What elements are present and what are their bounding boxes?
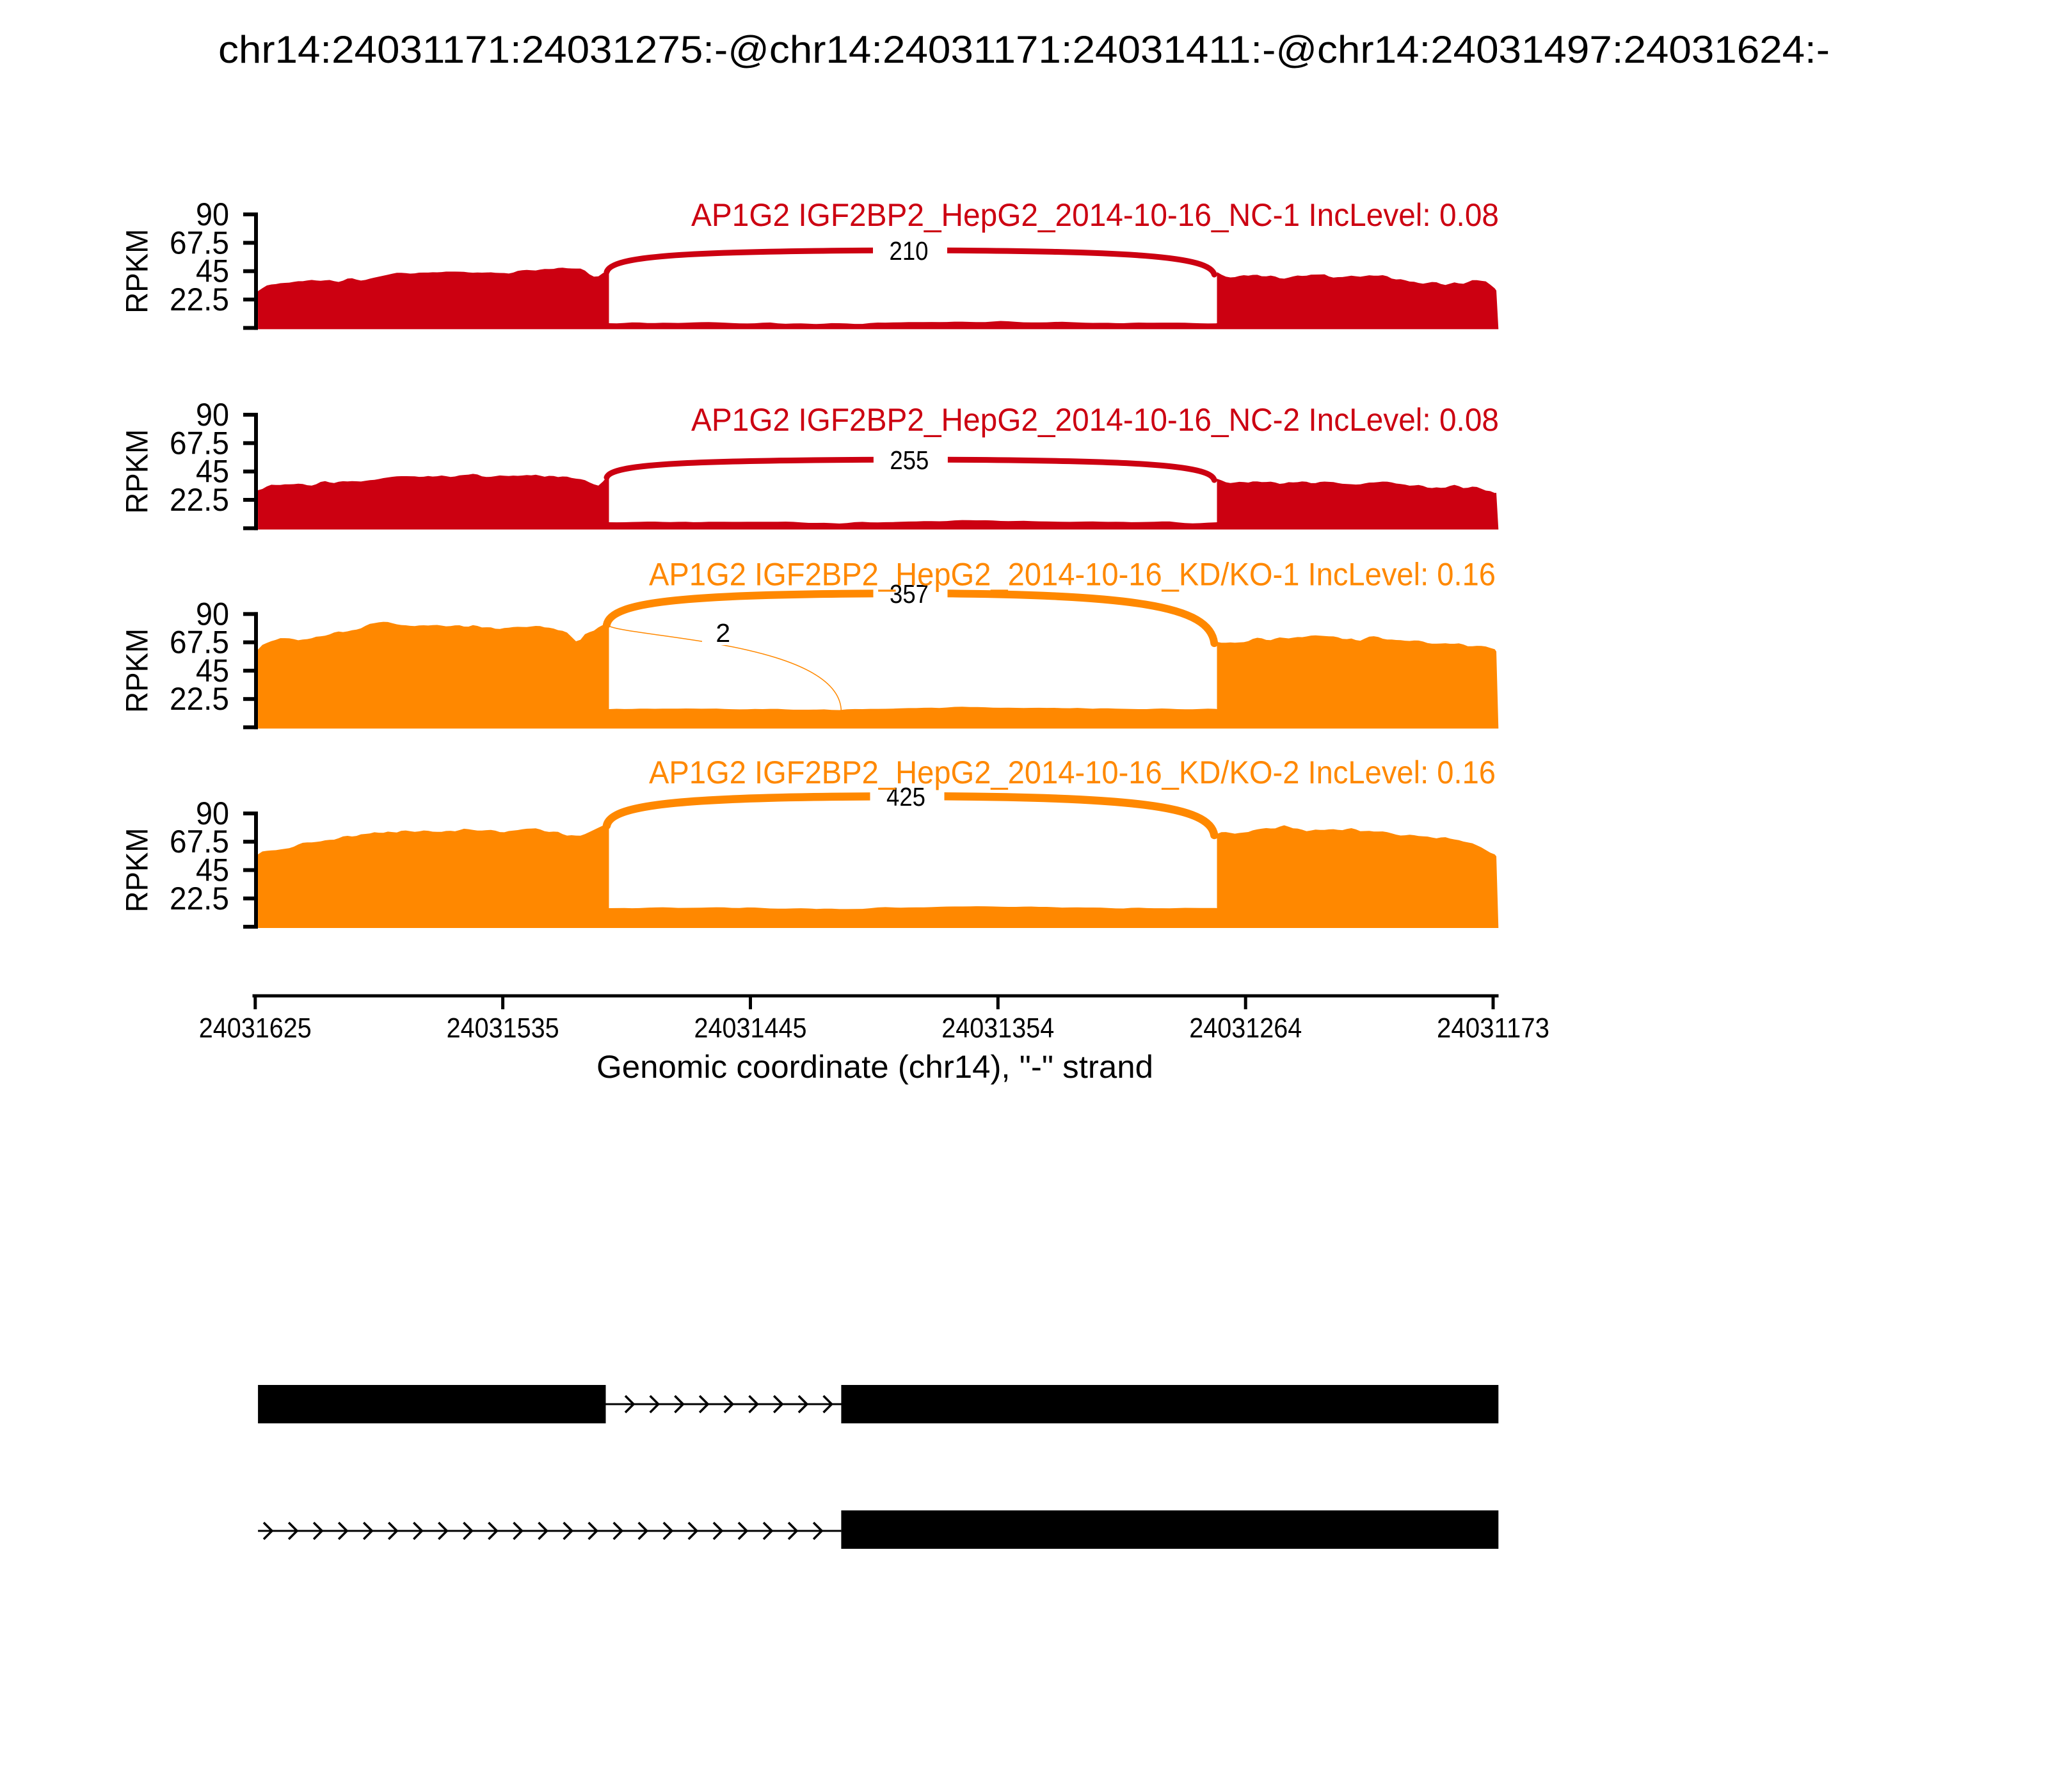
svg-text:AP1G2 IGF2BP2_HepG2_2014-10-16: AP1G2 IGF2BP2_HepG2_2014-10-16_KD/KO-1 I… [649,557,1496,593]
svg-text:24031445: 24031445 [694,1012,807,1044]
svg-text:90: 90 [196,596,229,632]
svg-text:255: 255 [890,445,929,475]
svg-text:24031173: 24031173 [1437,1012,1549,1044]
svg-text:22.5: 22.5 [170,681,229,717]
svg-text:45: 45 [196,653,229,689]
svg-text:RPKM: RPKM [121,229,155,314]
svg-text:RPKM: RPKM [121,628,155,713]
svg-text:24031625: 24031625 [199,1012,312,1044]
svg-text:22.5: 22.5 [170,282,229,317]
svg-text:RPKM: RPKM [121,429,155,514]
svg-text:22.5: 22.5 [170,881,229,916]
svg-text:90: 90 [196,196,229,232]
svg-text:24031264: 24031264 [1189,1012,1302,1044]
svg-text:67.5: 67.5 [170,225,229,260]
svg-text:45: 45 [196,253,229,289]
svg-text:2: 2 [716,618,730,648]
svg-text:357: 357 [890,579,929,609]
svg-text:67.5: 67.5 [170,425,229,461]
svg-text:24031535: 24031535 [447,1012,559,1044]
svg-text:24031354: 24031354 [941,1012,1054,1044]
svg-text:AP1G2 IGF2BP2_HepG2_2014-10-16: AP1G2 IGF2BP2_HepG2_2014-10-16_NC-2 IncL… [691,402,1499,438]
svg-text:AP1G2 IGF2BP2_HepG2_2014-10-16: AP1G2 IGF2BP2_HepG2_2014-10-16_NC-1 IncL… [691,197,1499,233]
svg-text:210: 210 [890,236,929,266]
svg-text:90: 90 [196,397,229,433]
svg-text:chr14:24031171:24031275:-@chr1: chr14:24031171:24031275:-@chr14:24031171… [218,28,1830,71]
svg-text:22.5: 22.5 [170,482,229,518]
svg-text:67.5: 67.5 [170,824,229,860]
svg-text:RPKM: RPKM [121,828,155,913]
svg-text:67.5: 67.5 [170,625,229,660]
svg-text:90: 90 [196,796,229,831]
svg-text:Genomic coordinate (chr14), "-: Genomic coordinate (chr14), "-" strand [596,1049,1153,1085]
svg-text:AP1G2 IGF2BP2_HepG2_2014-10-16: AP1G2 IGF2BP2_HepG2_2014-10-16_KD/KO-2 I… [649,755,1496,790]
svg-text:45: 45 [196,852,229,888]
svg-text:425: 425 [886,782,925,812]
svg-text:45: 45 [196,454,229,490]
